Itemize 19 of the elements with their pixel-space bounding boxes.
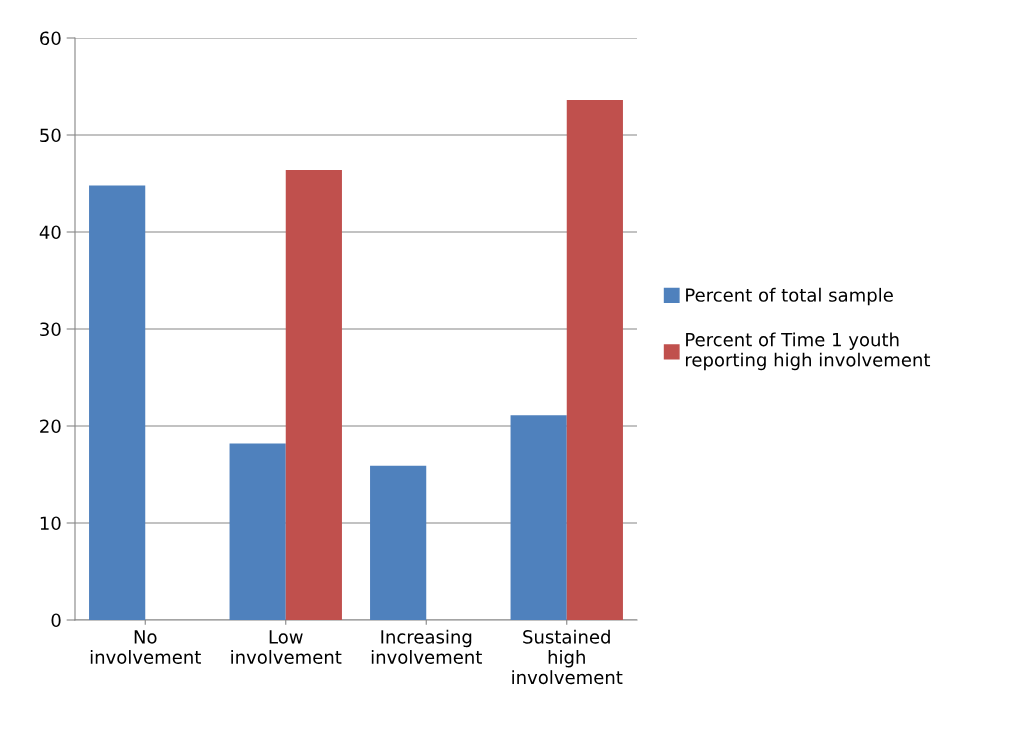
legend-label: Percent of total sample (686, 287, 893, 306)
bar (370, 465, 427, 620)
y-tick-label: 60 (40, 31, 61, 46)
y-tick-label: 50 (40, 128, 61, 143)
x-tick-label: Low involvement (231, 630, 342, 664)
legend-label: Percent of Time 1 youth reporting high involvement (685, 332, 931, 371)
x-tick-label: Increasing involvement (371, 629, 482, 664)
bar (285, 169, 342, 620)
bar (566, 100, 623, 620)
y-tick-label: 40 (39, 225, 61, 240)
bar (510, 415, 567, 620)
x-tick-label: Sustained high involvement (512, 629, 623, 685)
y-tick-label: 10 (40, 516, 61, 531)
y-tick-label: 20 (40, 419, 61, 434)
x-tick-label: No involvement (90, 630, 201, 664)
y-tick-label: 30 (40, 322, 61, 337)
y-tick-label: 0 (51, 613, 61, 628)
bar (89, 185, 146, 620)
bar (229, 443, 286, 620)
